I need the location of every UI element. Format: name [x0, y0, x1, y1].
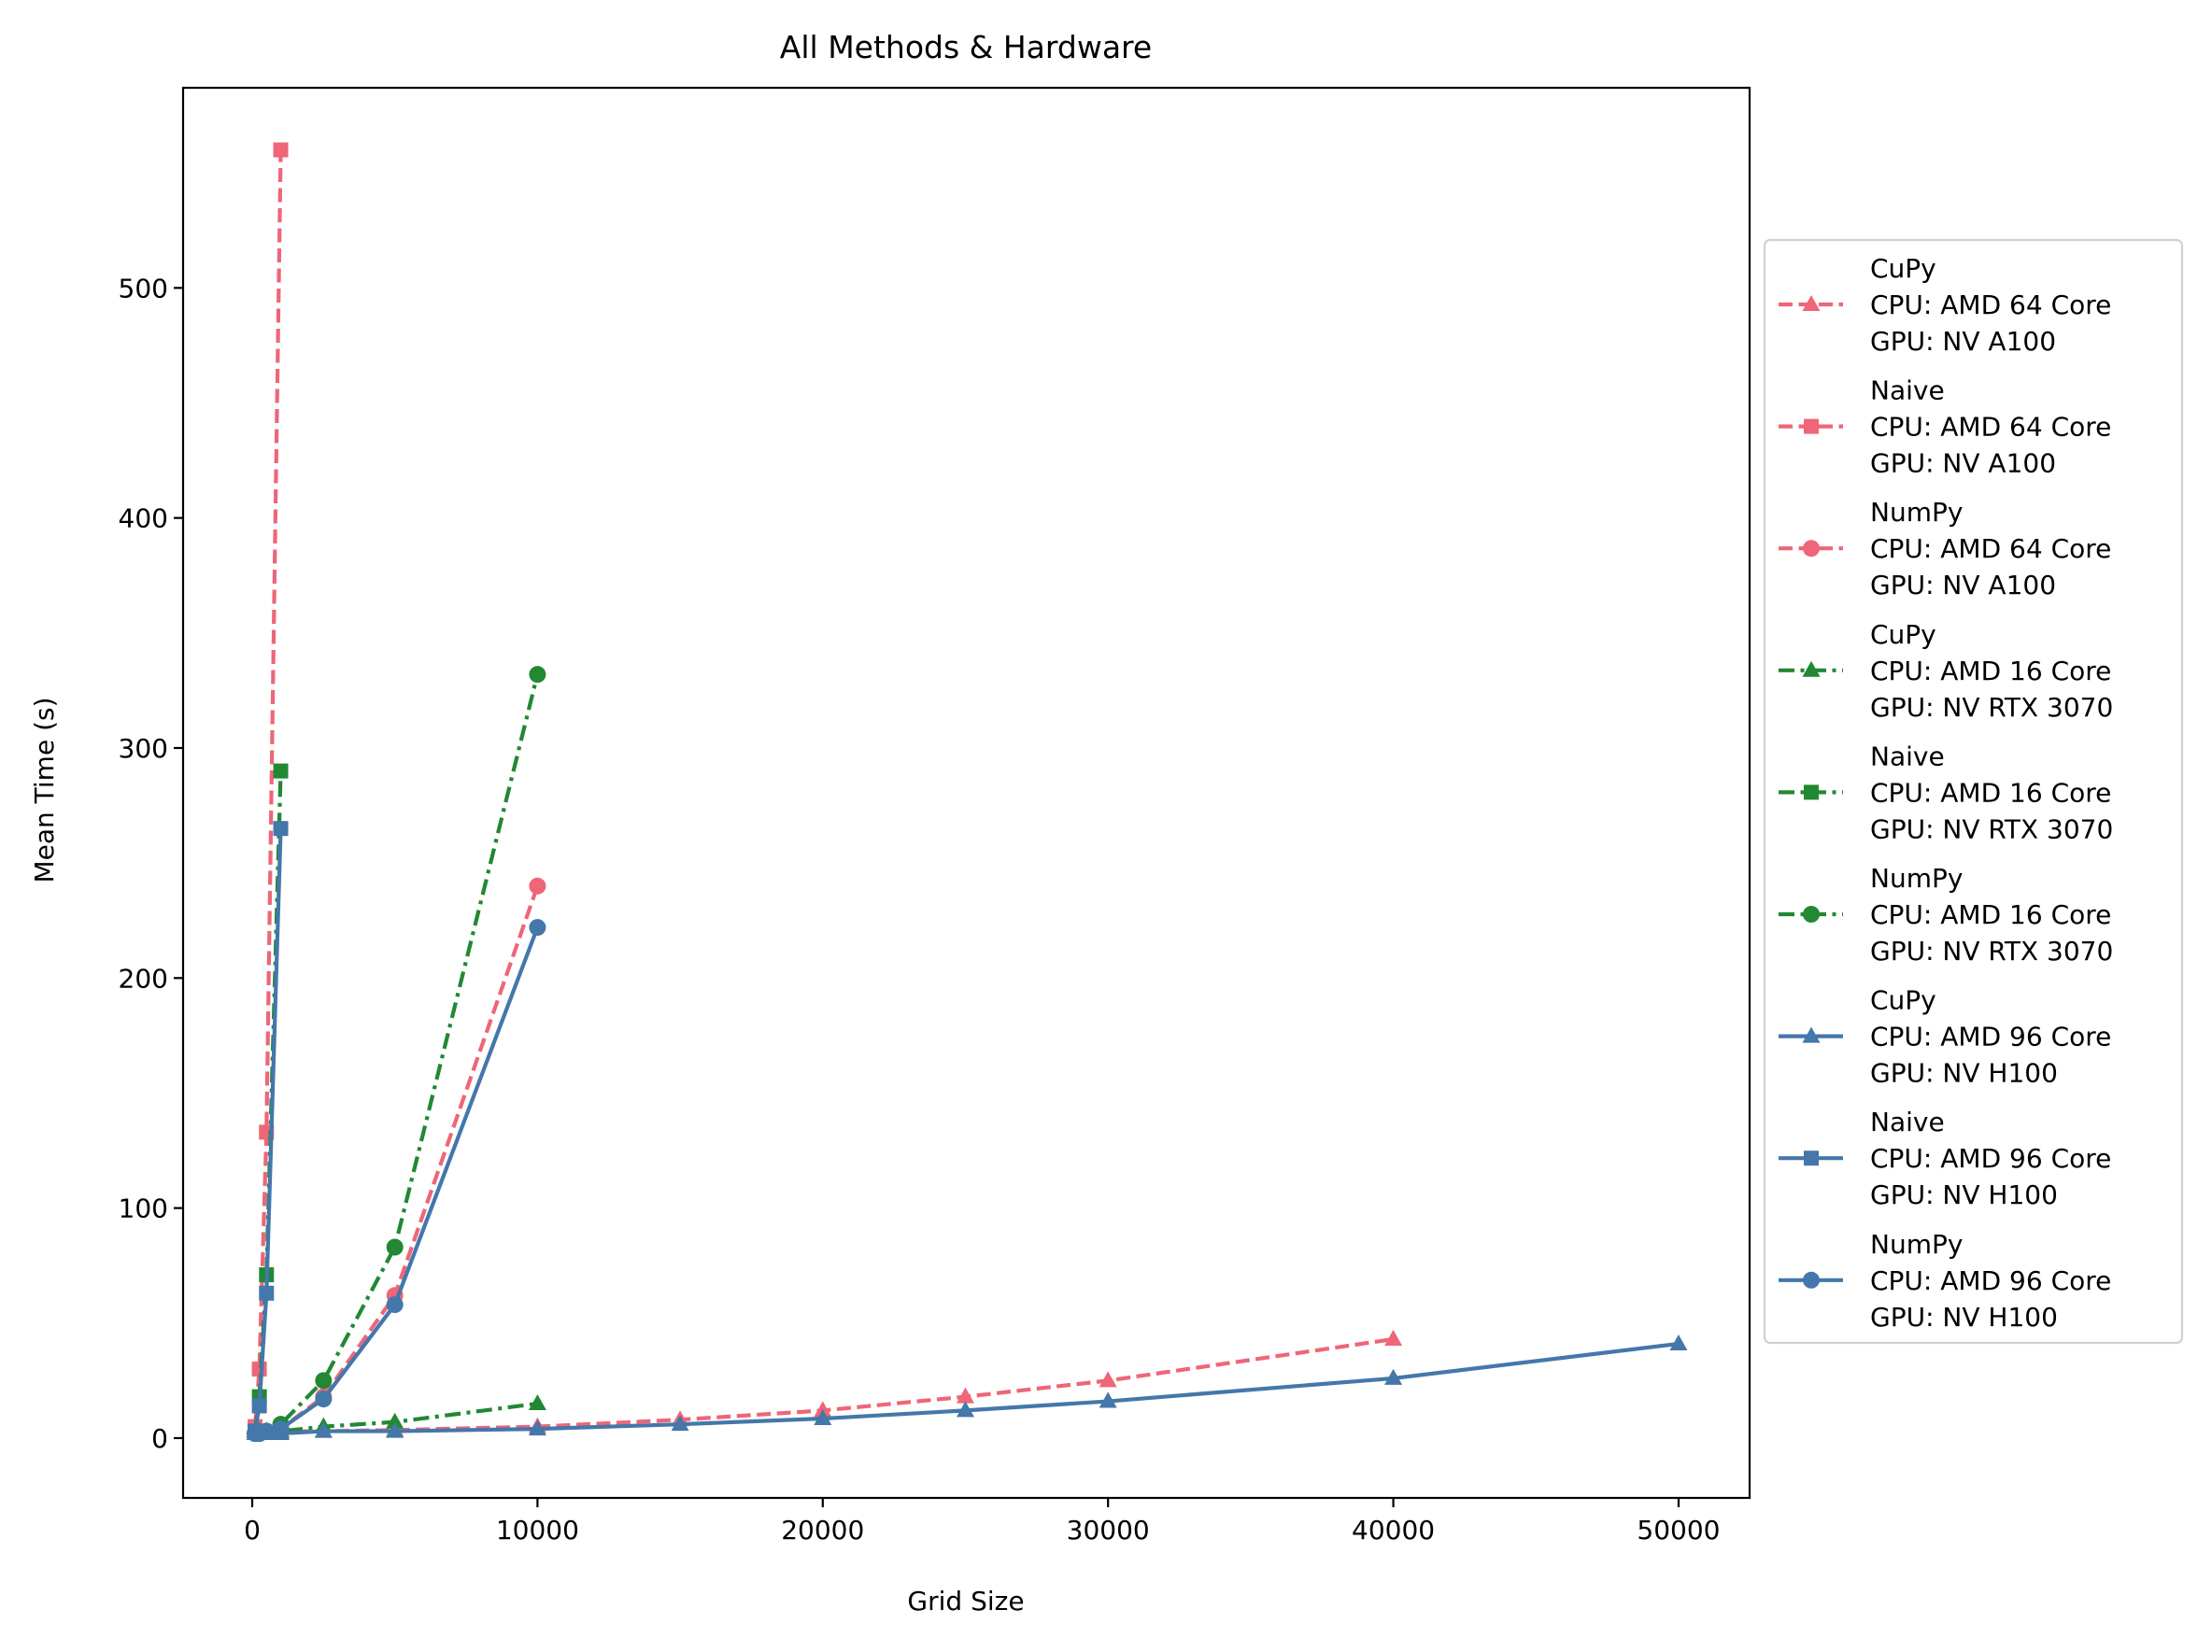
data-point — [273, 142, 289, 158]
legend-marker — [1803, 540, 1820, 558]
data-point — [529, 666, 546, 684]
legend-label: GPU: NV A100 — [1870, 570, 2056, 600]
legend-label: NumPy — [1870, 1229, 1963, 1260]
data-point — [386, 1296, 404, 1314]
legend-label: CPU: AMD 16 Core — [1870, 777, 2111, 808]
data-point — [272, 1420, 290, 1438]
legend-label: NumPy — [1870, 863, 1963, 894]
x-tick-label: 0 — [244, 1515, 261, 1546]
data-point — [814, 1401, 832, 1418]
data-point — [259, 1285, 275, 1301]
legend-marker — [1802, 660, 1821, 677]
data-point — [671, 1415, 689, 1432]
plot-area — [246, 142, 1688, 1443]
legend-label: CPU: AMD 64 Core — [1870, 533, 2111, 564]
x-tick-label: 40000 — [1352, 1515, 1435, 1546]
legend-label: CPU: AMD 16 Core — [1870, 656, 2111, 686]
data-point — [314, 1421, 333, 1438]
x-tick-label: 10000 — [496, 1515, 579, 1546]
legend-marker — [1804, 1151, 1819, 1166]
data-point — [386, 1421, 404, 1438]
legend-label: Naive — [1870, 375, 1945, 406]
legend-label: GPU: NV H100 — [1870, 1179, 2058, 1210]
series-group — [246, 142, 1688, 1443]
legend-entry: Naive CPU: AMD 96 Core GPU: NV H100 — [1779, 1107, 2111, 1210]
data-point — [315, 1372, 333, 1390]
y-axis: 0 100 200 300 400 500 — [119, 273, 183, 1454]
axes-frame — [181, 86, 1751, 1500]
legend-entry: NumPy CPU: AMD 16 Core GPU: NV RTX 3070 — [1779, 863, 2113, 967]
legend-entry: CuPy CPU: AMD 64 Core GPU: NV A100 — [1779, 253, 2111, 357]
x-tick-label: 50000 — [1637, 1515, 1720, 1546]
data-point — [273, 763, 289, 779]
legend-label: NumPy — [1870, 497, 1963, 528]
series-line — [252, 828, 283, 1432]
legend-entry: Naive CPU: AMD 16 Core GPU: NV RTX 3070 — [1779, 741, 2113, 844]
legend-label: Naive — [1870, 1107, 1945, 1137]
legend-marker — [1803, 906, 1820, 923]
legend-entry: Naive CPU: AMD 64 Core GPU: NV A100 — [1779, 375, 2111, 479]
legend-marker — [1804, 418, 1819, 434]
legend-label: CPU: AMD 64 Core — [1870, 412, 2111, 443]
legend-label: CPU: AMD 96 Core — [1870, 1143, 2111, 1174]
legend-label: GPU: NV RTX 3070 — [1870, 692, 2113, 723]
data-point — [315, 1391, 333, 1408]
data-point — [386, 1412, 404, 1429]
data-point — [386, 1238, 404, 1256]
legend-label: CPU: AMD 96 Core — [1870, 1265, 2111, 1296]
legend-label: CuPy — [1870, 253, 1936, 284]
y-axis-label: Mean Time (s) — [29, 697, 60, 882]
data-point — [251, 1398, 267, 1414]
legend-label: GPU: NV H100 — [1870, 1302, 2058, 1333]
x-axis-label: Grid Size — [907, 1586, 1024, 1617]
x-axis: 0 10000 20000 30000 40000 50000 — [244, 1498, 1720, 1546]
legend: CuPy CPU: AMD 64 Core GPU: NV A100 Naive CPU… — [1763, 238, 2184, 1345]
legend-entry: NumPy CPU: AMD 96 Core GPU: NV H100 — [1779, 1229, 2111, 1333]
data-point — [1099, 1391, 1117, 1408]
y-tick-label: 100 — [119, 1193, 168, 1224]
data-point — [956, 1387, 974, 1404]
legend-marker — [1803, 1271, 1820, 1289]
series-numpy-8 — [247, 919, 546, 1443]
data-point — [528, 1419, 546, 1436]
y-tick-label: 400 — [119, 503, 168, 534]
data-point — [529, 877, 546, 895]
y-tick-label: 200 — [119, 963, 168, 994]
y-tick-label: 300 — [119, 733, 168, 764]
data-point — [1099, 1371, 1117, 1388]
data-point — [273, 821, 289, 837]
legend-label: CuPy — [1870, 619, 1936, 650]
data-point — [1384, 1330, 1403, 1347]
data-point — [528, 1394, 546, 1411]
legend-label: GPU: NV H100 — [1870, 1058, 2058, 1089]
legend-label: GPU: NV RTX 3070 — [1870, 813, 2113, 844]
data-point — [956, 1401, 974, 1418]
legend-entry: CuPy CPU: AMD 96 Core GPU: NV H100 — [1779, 985, 2111, 1089]
y-tick-label: 0 — [151, 1423, 168, 1454]
legend-marker — [1802, 1026, 1821, 1043]
legend-label: Naive — [1870, 741, 1945, 771]
data-point — [258, 1422, 276, 1440]
legend-label: CPU: AMD 16 Core — [1870, 899, 2111, 930]
legend-label: CuPy — [1870, 985, 1936, 1016]
legend-label: CPU: AMD 96 Core — [1870, 1022, 2111, 1052]
legend-marker — [1804, 784, 1819, 800]
x-tick-label: 30000 — [1067, 1515, 1150, 1546]
legend-entry: NumPy CPU: AMD 64 Core GPU: NV A100 — [1779, 497, 2111, 600]
legend-label: CPU: AMD 64 Core — [1870, 289, 2111, 320]
legend-frame — [1763, 238, 2184, 1345]
data-point — [814, 1409, 832, 1426]
data-point — [529, 919, 546, 937]
legend-label: GPU: NV A100 — [1870, 448, 2056, 479]
data-point — [1669, 1334, 1688, 1350]
y-tick-label: 500 — [119, 273, 168, 304]
legend-label: GPU: NV A100 — [1870, 326, 2056, 357]
x-tick-label: 20000 — [781, 1515, 864, 1546]
data-point — [1384, 1368, 1403, 1385]
legend-marker — [1802, 295, 1821, 311]
chart-title: All Methods & Hardware — [780, 29, 1152, 65]
legend-entry: CuPy CPU: AMD 16 Core GPU: NV RTX 3070 — [1779, 619, 2113, 723]
legend-label: GPU: NV RTX 3070 — [1870, 936, 2113, 967]
